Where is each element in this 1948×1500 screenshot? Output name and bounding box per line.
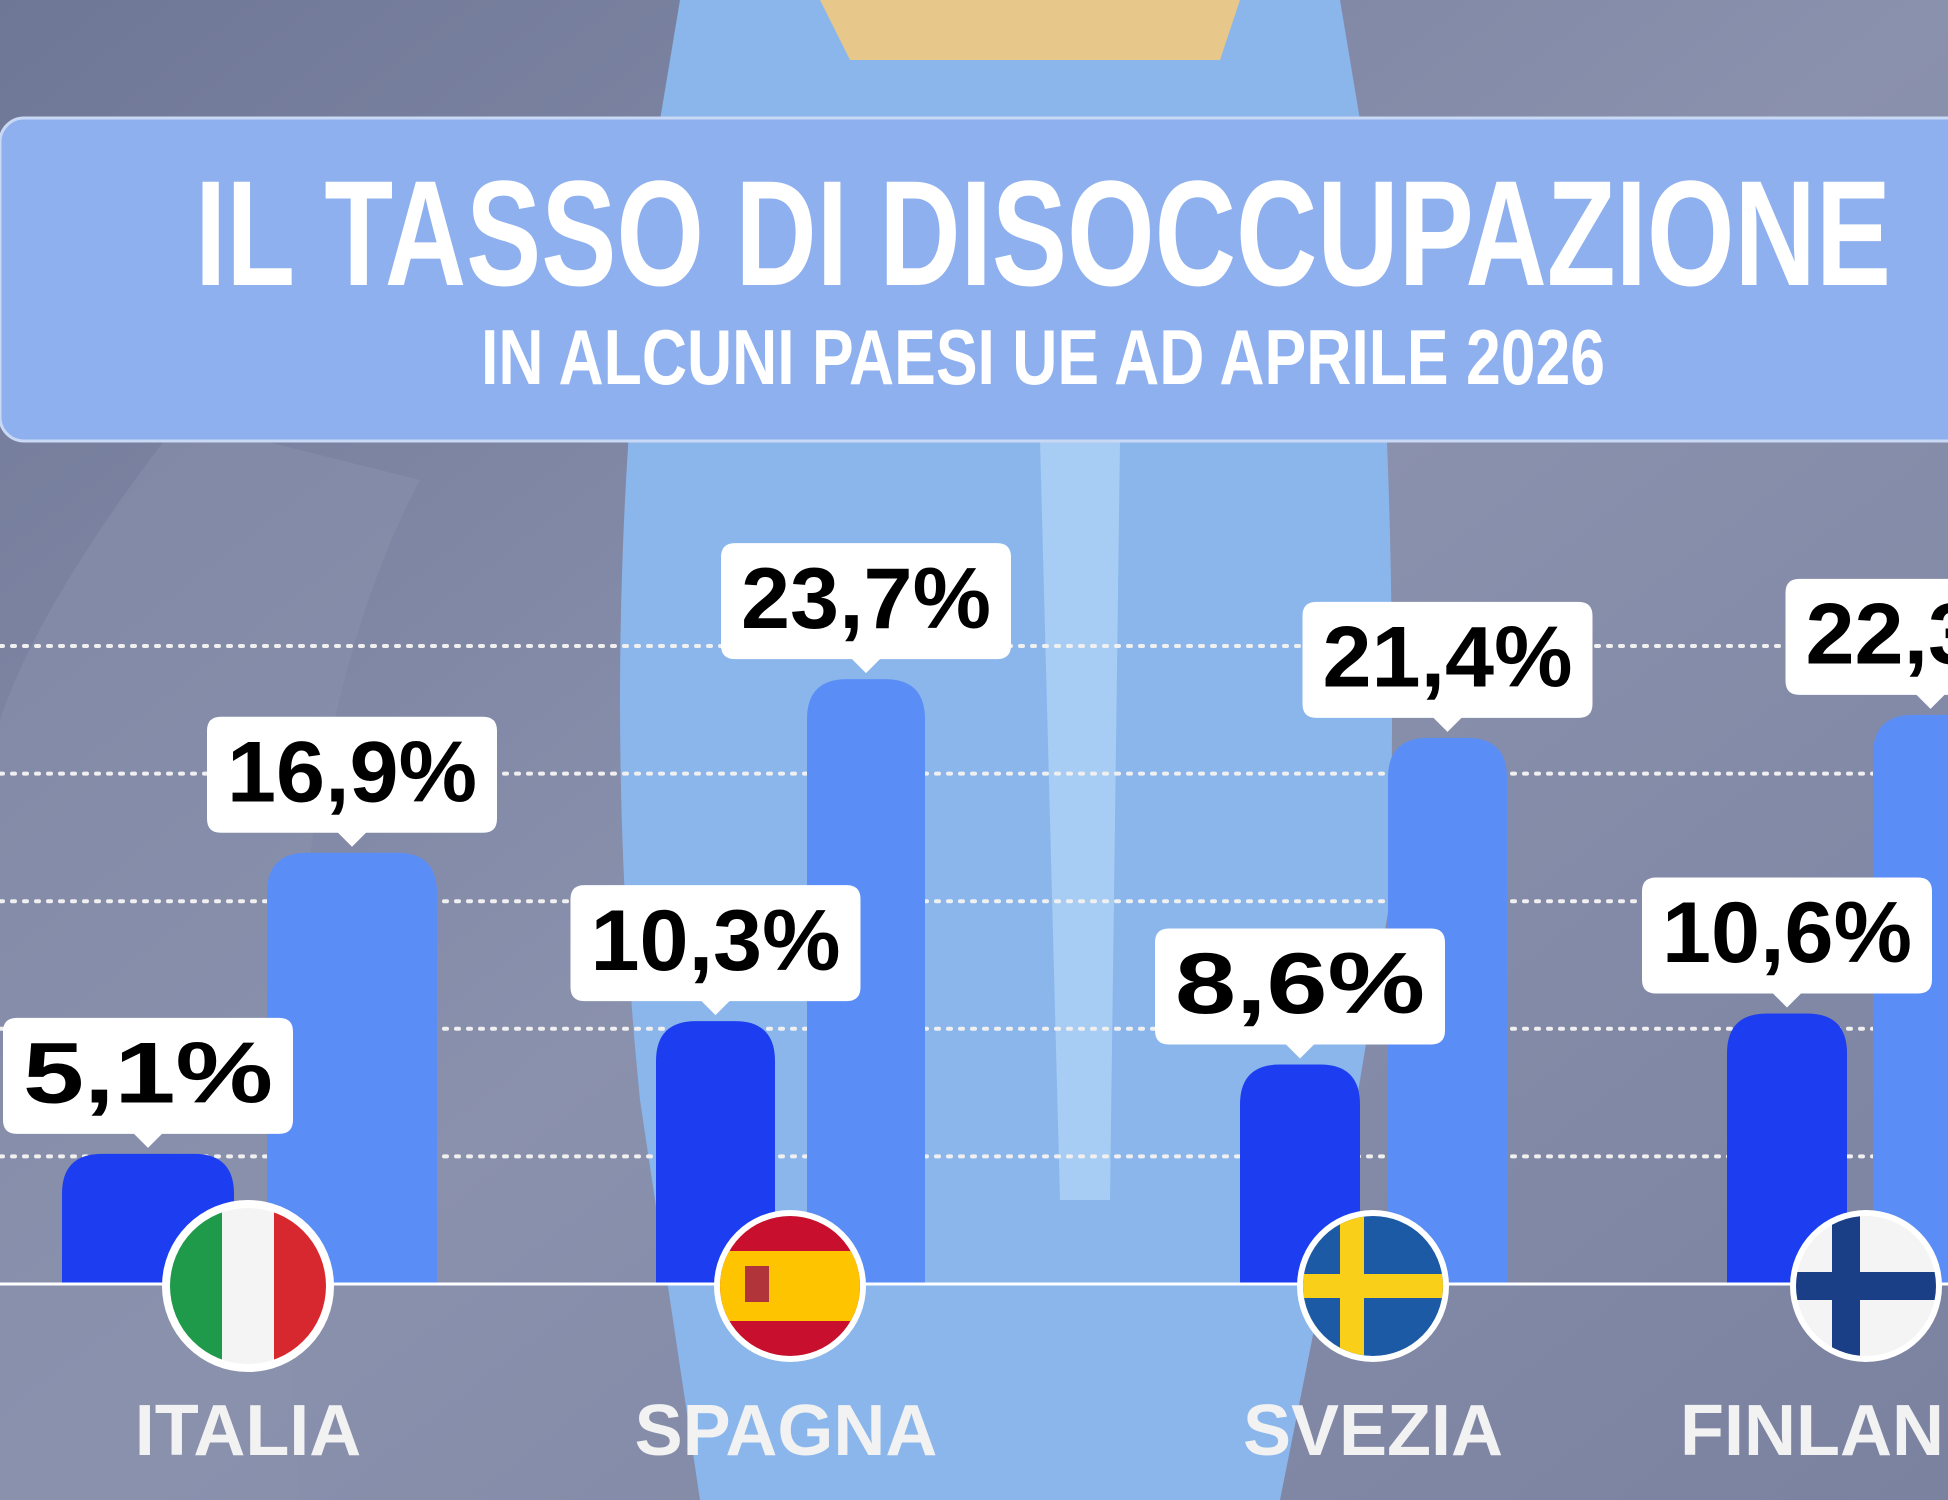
bar: [1873, 714, 1948, 1284]
value-label: 8,6%: [1175, 936, 1425, 1032]
flag-italy: [162, 1200, 334, 1372]
figure-hair: [820, 0, 1240, 60]
bars: [62, 679, 1948, 1284]
chart-subtitle: IN ALCUNI PAESI UE AD APRILE 2026: [481, 313, 1605, 401]
flag-sweden: [1297, 1210, 1449, 1362]
labels: 5,1% 10,3% 8,6% 10,6% 16,9% 23,7% 21,4% 22,3% IT…: [3, 543, 1948, 1471]
value-label-box: [570, 885, 861, 1016]
value-label: 5,1%: [23, 1026, 273, 1122]
flag-spain: [714, 1210, 866, 1362]
value-label: 22,3%: [1806, 587, 1948, 683]
value-label: 21,4%: [1323, 610, 1573, 706]
value-label-box: [1642, 877, 1932, 1008]
value-label: 10,3%: [591, 893, 841, 989]
value-label-box: [1302, 601, 1593, 732]
flag-finland: [1790, 1210, 1942, 1362]
category-label: SVEZIA: [1243, 1391, 1503, 1471]
figure-shirt: [1040, 440, 1120, 1200]
title-banner: [0, 116, 1948, 443]
bar: [807, 679, 925, 1284]
bar: [1727, 1013, 1847, 1284]
category-label: FINLAND: [1680, 1391, 1948, 1471]
value-label: 16,9%: [227, 724, 477, 820]
bar: [656, 1021, 775, 1284]
bar: [1388, 737, 1507, 1284]
value-label-box: [207, 716, 497, 847]
value-label-box: [1155, 928, 1445, 1059]
value-label: 10,6%: [1662, 885, 1912, 981]
value-label-box: [721, 543, 1011, 674]
value-label: 23,7%: [741, 551, 991, 647]
value-label-box: [3, 1017, 293, 1148]
category-label: SPAGNA: [635, 1391, 938, 1471]
category-label: ITALIA: [135, 1391, 362, 1471]
value-label-box: [1785, 578, 1948, 709]
bar: [267, 852, 437, 1284]
chart-title: IL TASSO DI DISOCCUPAZIONE: [195, 149, 1891, 317]
